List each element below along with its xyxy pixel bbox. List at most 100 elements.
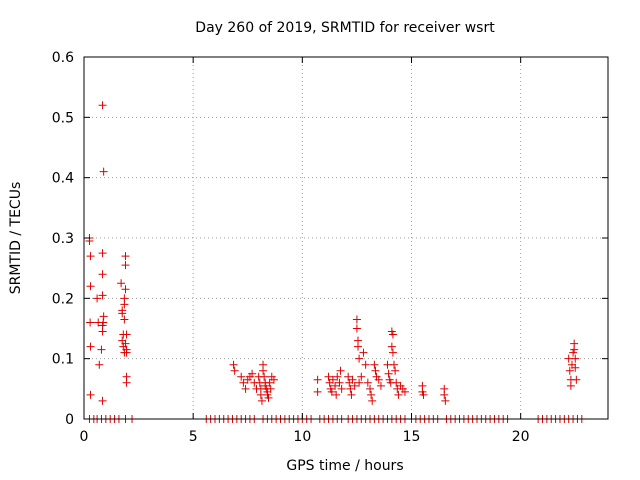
data-point [335,378,344,387]
data-point [99,167,108,176]
data-point [347,390,356,399]
y-tick-label: 0.5 [52,110,74,126]
data-point [355,354,364,363]
data-point [419,390,428,399]
data-point [97,345,106,354]
data-point [122,378,131,387]
data-point [257,396,266,405]
data-point [118,309,127,318]
data-point [391,366,400,375]
y-tick-label: 0.6 [52,50,74,66]
data-point [350,381,359,390]
data-point [394,390,403,399]
data-point [122,348,131,357]
data-point [120,315,129,324]
data-point [390,360,399,369]
data-point [86,252,95,261]
data-point [331,381,340,390]
grid-lines [84,57,608,419]
chart-title: Day 260 of 2019, SRMTID for receiver wsr… [195,20,495,36]
data-point [354,342,363,351]
data-point [355,378,364,387]
data-point [572,375,581,384]
data-point [237,372,246,381]
data-point [376,381,385,390]
data-point [313,375,322,384]
data-point [370,360,379,369]
data-point [348,375,357,384]
data-point [368,396,377,405]
x-axis-label: GPS time / hours [286,458,403,474]
data-point [571,354,580,363]
data-point [400,387,409,396]
data-point [121,252,130,261]
y-tick-label: 0 [65,412,74,428]
data-point [357,372,366,381]
data-point [229,360,238,369]
data-point [366,384,375,393]
data-point [98,270,107,279]
data-point [328,375,337,384]
axis-ticks: 0 0.1 0.2 0.3 0.4 0.5 0.6 0 5 10 15 20 [52,50,608,445]
data-point [248,369,257,378]
data-point [98,291,107,300]
y-axis-label: SRMTID / TECUs [8,182,24,295]
data-point [120,300,129,309]
data-point [117,279,126,288]
data-point [352,315,361,324]
y-tick-label: 0.4 [52,171,74,187]
y-tick-label: 0.3 [52,231,74,247]
data-point [86,342,95,351]
data-point [98,327,107,336]
data-point [230,366,239,375]
data-point [121,285,130,294]
y-tick-label: 0.1 [52,352,74,368]
data-point [327,387,336,396]
data-point [95,360,104,369]
data-point [388,348,397,357]
data-point [337,384,346,393]
data-point [565,366,574,375]
x-tick-label: 5 [189,429,198,445]
data-points [85,101,586,423]
data-point [269,375,278,384]
data-point [441,396,450,405]
data-point [98,396,107,405]
data-point [86,318,95,327]
data-point [239,378,248,387]
data-point [387,342,396,351]
x-tick-label: 20 [512,429,530,445]
data-point [332,390,341,399]
data-point [344,372,353,381]
data-point [241,384,250,393]
data-point [121,339,130,348]
x-tick-label: 0 [80,429,89,445]
data-point [346,384,355,393]
data-point [93,294,102,303]
data-point [363,378,372,387]
data-point [570,345,579,354]
data-point [336,366,345,375]
data-point [122,330,131,339]
data-point [260,372,269,381]
data-point [121,261,130,270]
data-point [86,390,95,399]
plot-frame [83,56,609,420]
data-point [313,387,322,396]
data-point [371,366,380,375]
data-point [265,378,274,387]
data-point [333,372,342,381]
data-point [98,101,107,110]
data-point [367,390,376,399]
x-tick-label: 15 [403,429,421,445]
data-point [266,384,275,393]
data-point [384,369,393,378]
data-point [324,372,333,381]
data-point [440,390,449,399]
data-point [98,249,107,258]
data-point [388,330,397,339]
data-point [259,366,268,375]
data-point [264,393,273,402]
data-point [359,348,368,357]
data-point [352,324,361,333]
